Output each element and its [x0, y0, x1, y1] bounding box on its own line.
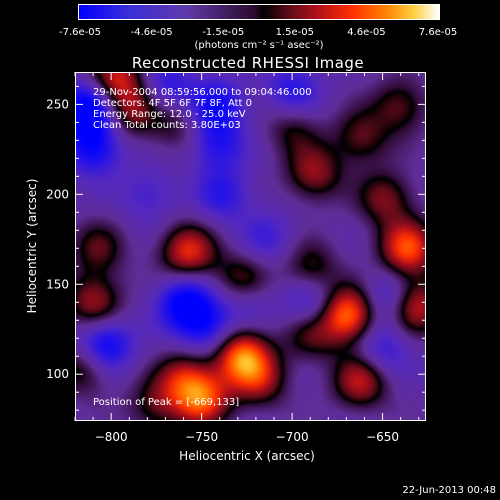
timestamp: 22-Jun-2013 00:48	[402, 485, 496, 496]
x-tick-label: −750	[185, 430, 218, 444]
y-tick-label: 100	[46, 367, 69, 381]
colorbar-tick-label: 4.6e-05	[347, 27, 386, 38]
y-tick-label: 250	[46, 97, 69, 111]
heatmap-image	[76, 73, 425, 420]
heatmap-plot	[75, 72, 426, 421]
x-tick-label: −650	[366, 430, 399, 444]
colorbar-tick-label: 7.6e-05	[418, 27, 458, 38]
chart-title: Reconstructed RHESSI Image	[131, 54, 365, 72]
colorbar-tick-label: -1.5e-05	[202, 27, 245, 38]
time-range-label: 29-Nov-2004 08:59:56.000 to 09:04:46.000	[93, 87, 312, 98]
colorbar-tick-label: 1.5e-05	[275, 27, 314, 38]
x-tick-label: −800	[95, 430, 128, 444]
peak-position-label: Position of Peak = [-669,133]	[93, 397, 240, 408]
counts-label: Clean Total counts: 3.80E+03	[93, 120, 241, 131]
colorbar-tick-label: -7.6e-05	[59, 27, 101, 38]
x-tick-label: −700	[276, 430, 309, 444]
colorbar	[78, 4, 440, 20]
y-axis-label: Heliocentric Y (arcsec)	[25, 178, 39, 314]
y-tick-label: 150	[46, 277, 69, 291]
colorbar-tick-label: -4.6e-05	[130, 27, 173, 38]
energy-range-label: Energy Range: 12.0 - 25.0 keV	[93, 109, 246, 120]
x-axis-label: Heliocentric X (arcsec)	[179, 449, 315, 463]
detectors-label: Detectors: 4F 5F 6F 7F 8F, Att 0	[93, 98, 253, 109]
colorbar-units: (photons cm⁻² s⁻¹ asec⁻²)	[194, 40, 324, 51]
y-tick-label: 200	[46, 187, 69, 201]
